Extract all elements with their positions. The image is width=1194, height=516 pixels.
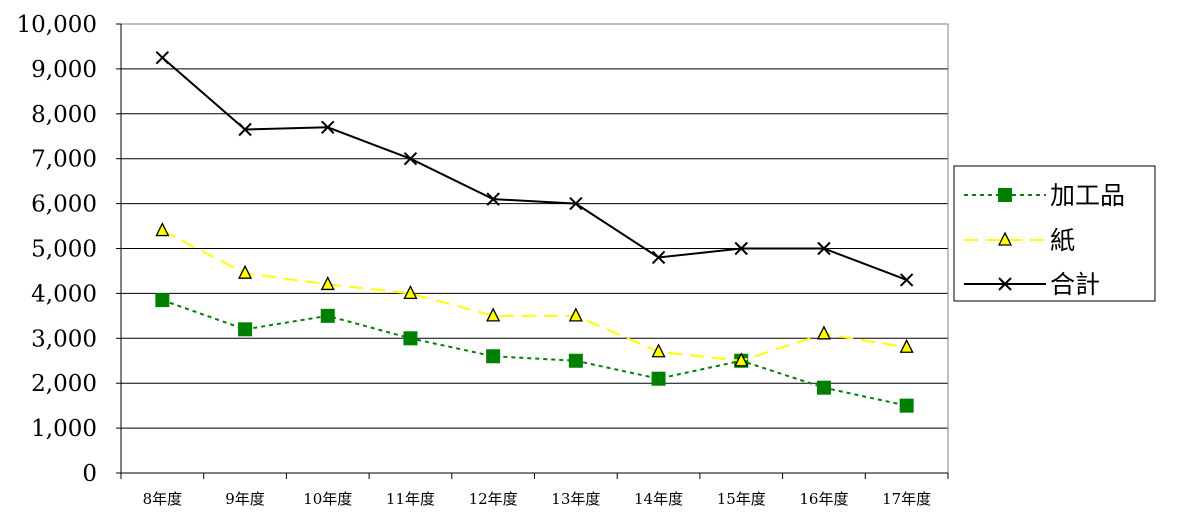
x-marker [403, 151, 418, 166]
square-marker [155, 293, 170, 308]
y-tick-label: 4,000 [31, 281, 97, 307]
x-marker [321, 120, 335, 134]
y-tick-label: 1,000 [31, 416, 97, 442]
x-tick-label: 10年度 [303, 490, 352, 508]
x-marker [817, 241, 831, 256]
x-tick-label: 9年度 [225, 490, 265, 508]
legend-label: 紙 [1050, 226, 1075, 255]
x-tick-label: 8年度 [143, 490, 183, 508]
triangle-marker [816, 325, 832, 340]
triangle-marker [320, 275, 335, 291]
legend-entry: 加工品 [964, 181, 1125, 210]
x-marker [238, 122, 252, 137]
series-3 [155, 50, 914, 287]
triangle-marker [568, 307, 583, 322]
triangle-marker [651, 343, 666, 358]
x-marker [899, 273, 914, 287]
y-tick-label: 3,000 [31, 326, 97, 352]
y-tick-label: 7,000 [31, 147, 97, 173]
square-marker [486, 349, 501, 364]
triangle-marker [734, 352, 749, 367]
square-marker [998, 188, 1012, 202]
x-marker [486, 192, 500, 206]
legend-box [953, 165, 1156, 302]
series-line [161, 229, 907, 362]
y-tick-label: 8,000 [31, 102, 97, 128]
x-tick-label: 11年度 [386, 490, 435, 508]
square-marker [568, 353, 583, 368]
triangle-marker [997, 231, 1013, 246]
triangle-marker [237, 264, 253, 279]
x-tick-label: 12年度 [469, 490, 518, 508]
series-group [155, 50, 914, 413]
y-tick-label: 6,000 [31, 192, 97, 218]
x-tick-label: 17年度 [882, 490, 931, 508]
series-1 [155, 293, 914, 413]
triangle-marker [403, 284, 418, 300]
series-line [162, 299, 907, 407]
y-tick-label: 0 [82, 461, 97, 487]
square-marker [816, 380, 831, 395]
x-marker [569, 196, 583, 211]
gridlines [121, 23, 948, 429]
x-marker [651, 250, 666, 265]
square-marker [320, 308, 335, 323]
square-marker [651, 371, 666, 386]
square-marker [238, 322, 253, 337]
y-tick-label: 2,000 [31, 371, 97, 397]
y-tick-label: 10,000 [17, 12, 97, 38]
x-tick-label: 14年度 [634, 490, 683, 508]
x-marker [155, 50, 170, 65]
x-marker [998, 277, 1012, 291]
series-line [161, 56, 908, 281]
y-tick-label: 5,000 [31, 237, 97, 263]
square-marker [899, 398, 914, 413]
x-tick-label: 13年度 [551, 490, 600, 508]
series-2 [155, 222, 914, 367]
y-tick-label: 9,000 [31, 57, 97, 83]
legend-entry: 紙 [964, 226, 1075, 255]
legend-entry: 合計 [964, 270, 1100, 299]
square-marker [403, 331, 418, 346]
x-marker [734, 241, 748, 256]
x-axis-ticks: 8年度 9年度 10年度 11年度 12年度 13年度 14年度 15年度 16年度 17年度 [120, 473, 949, 508]
triangle-marker [486, 307, 501, 322]
triangle-marker [155, 222, 170, 237]
triangle-marker [899, 338, 914, 353]
x-tick-label: 15年度 [717, 490, 766, 508]
y-axis-ticks: 0 1,000 2,000 3,000 4,000 5,000 6,000 7,000 8,00… [17, 12, 121, 487]
legend-label: 加工品 [1050, 181, 1125, 210]
x-tick-label: 16年度 [799, 490, 848, 508]
legend-label: 合計 [1050, 270, 1100, 299]
